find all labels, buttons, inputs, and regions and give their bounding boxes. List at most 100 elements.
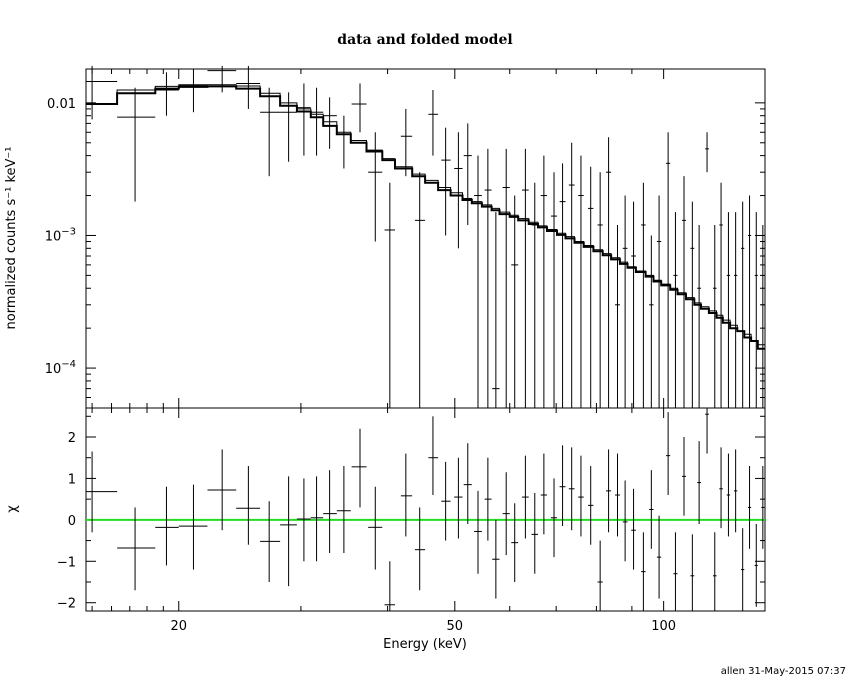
data-point bbox=[310, 87, 324, 156]
residual-point bbox=[690, 534, 695, 611]
data-point bbox=[712, 224, 717, 408]
residual-point bbox=[454, 457, 463, 539]
residual-point bbox=[641, 532, 646, 611]
bottom-panel-ticks bbox=[86, 408, 765, 611]
data-point bbox=[719, 182, 723, 408]
residual-point bbox=[260, 501, 281, 582]
residual-point bbox=[719, 447, 723, 529]
residual-point bbox=[280, 476, 297, 587]
residual-point bbox=[606, 449, 612, 533]
residual-point bbox=[761, 466, 765, 549]
data-point bbox=[559, 163, 566, 408]
residual-point bbox=[615, 453, 620, 537]
data-point bbox=[336, 115, 351, 169]
data-point bbox=[463, 123, 472, 225]
top-y-tick-label: 10−4 bbox=[45, 359, 76, 377]
residual-point bbox=[578, 455, 584, 537]
data-point bbox=[666, 132, 671, 408]
residual-points bbox=[86, 408, 765, 611]
data-point bbox=[207, 65, 237, 93]
data-point bbox=[531, 182, 538, 408]
residual-point bbox=[492, 519, 500, 599]
data-point bbox=[428, 90, 439, 156]
data-point bbox=[754, 212, 758, 408]
residual-point bbox=[117, 507, 156, 591]
data-point bbox=[673, 212, 678, 408]
data-point bbox=[615, 224, 620, 408]
residual-point bbox=[741, 528, 745, 611]
data-point bbox=[747, 195, 752, 408]
residual-point bbox=[550, 478, 558, 558]
data-point bbox=[649, 235, 654, 408]
data-point bbox=[260, 87, 281, 177]
residual-point bbox=[673, 532, 678, 611]
residual-point bbox=[368, 486, 383, 570]
data-point bbox=[511, 195, 519, 408]
data-point bbox=[474, 155, 482, 408]
residual-point bbox=[323, 470, 337, 553]
bottom-panel: −2 −1 0 1 2 χ bbox=[5, 407, 766, 612]
residual-point bbox=[484, 457, 492, 541]
data-point bbox=[622, 195, 628, 408]
data-point bbox=[761, 224, 765, 408]
residual-point bbox=[296, 478, 311, 562]
residual-point bbox=[400, 453, 413, 537]
data-point bbox=[351, 83, 367, 133]
data-point bbox=[588, 166, 594, 408]
data-point bbox=[690, 201, 695, 408]
x-tick-labels: 20 50 100 bbox=[170, 619, 676, 634]
residual-point bbox=[568, 447, 575, 531]
residual-point bbox=[622, 480, 628, 562]
residual-point bbox=[697, 441, 701, 524]
top-y-tick-label: 0.01 bbox=[47, 97, 76, 112]
bottom-panel-frame bbox=[85, 407, 766, 612]
residual-point bbox=[178, 484, 208, 570]
residual-point bbox=[310, 476, 324, 562]
residual-point bbox=[559, 445, 566, 527]
bottom-y-tick-label: −2 bbox=[57, 597, 76, 612]
data-point bbox=[631, 201, 636, 408]
residual-point bbox=[522, 455, 529, 539]
data-point bbox=[705, 132, 709, 173]
data-point bbox=[697, 224, 701, 408]
residual-point bbox=[351, 428, 367, 508]
top-panel-y-tick-labels: 0.01 10−3 10−4 bbox=[45, 97, 76, 377]
residual-point bbox=[502, 472, 510, 556]
residual-point bbox=[754, 524, 758, 607]
data-point bbox=[578, 155, 584, 408]
data-point bbox=[384, 182, 396, 408]
bottom-y-tick-label: 1 bbox=[68, 472, 76, 487]
residual-point bbox=[384, 561, 396, 611]
residual-point bbox=[236, 466, 261, 545]
data-point bbox=[86, 65, 118, 120]
top-panel: 0.01 10−3 10−4 normalized counts s⁻¹ keV⁻¹ bbox=[4, 65, 766, 409]
residual-point bbox=[682, 437, 686, 516]
residual-point bbox=[531, 492, 538, 574]
residual-point bbox=[631, 488, 636, 570]
residual-point bbox=[649, 470, 654, 549]
residual-point bbox=[414, 507, 426, 591]
data-point bbox=[296, 83, 311, 156]
data-point bbox=[441, 127, 451, 236]
residual-point bbox=[747, 466, 752, 549]
data-point bbox=[597, 172, 603, 408]
residual-point bbox=[588, 466, 594, 545]
residual-point bbox=[336, 466, 351, 553]
residual-point bbox=[463, 443, 472, 524]
residual-point bbox=[511, 503, 519, 582]
data-point bbox=[726, 212, 731, 408]
x-tick-label: 100 bbox=[651, 619, 676, 634]
footer-credit: allen 31-May-2015 07:37 bbox=[721, 666, 846, 677]
data-point bbox=[280, 92, 297, 162]
data-point bbox=[414, 172, 426, 408]
residual-point bbox=[705, 408, 709, 454]
x-tick-label: 20 bbox=[170, 619, 187, 634]
data-point bbox=[368, 132, 383, 242]
residual-point bbox=[441, 461, 451, 541]
residual-point bbox=[656, 515, 662, 599]
residual-point bbox=[666, 412, 671, 495]
data-point bbox=[502, 148, 510, 408]
x-tick-label: 50 bbox=[447, 619, 464, 634]
